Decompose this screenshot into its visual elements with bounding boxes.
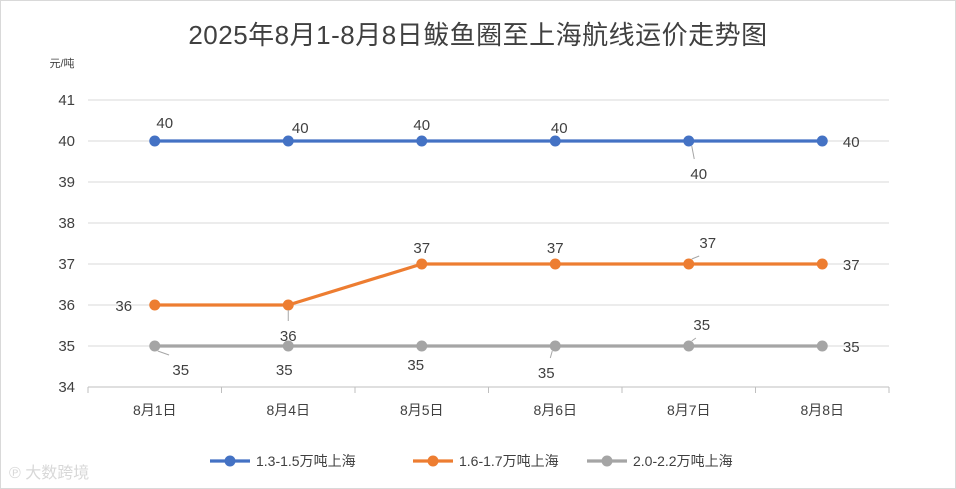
watermark-text: 大数跨境 [25,465,90,482]
data-label: 35 [276,362,293,379]
x-tick-label: 8月4日 [266,402,310,418]
y-tick-label: 40 [58,133,75,150]
x-tick-label: 8月1日 [133,402,177,418]
data-label: 37 [699,235,716,252]
data-label: 35 [538,365,555,382]
y-tick-label: 38 [58,215,75,232]
data-label: 36 [115,298,132,315]
data-label: 40 [292,120,309,137]
data-label: 40 [413,117,430,134]
data-label: 35 [172,362,189,379]
data-point [549,135,561,147]
data-point [683,135,695,147]
data-point [816,135,828,147]
data-label-leader [691,337,697,342]
y-axis-unit-label: 元/吨 [49,57,74,70]
watermark: ℗ 大数跨境 [9,459,89,483]
legend-label: 2.0-2.2万吨上海 [633,453,733,469]
y-tick-label: 41 [58,92,75,109]
data-point [549,258,561,270]
data-label-leader [691,255,700,260]
y-tick-label: 37 [58,256,75,273]
data-label: 35 [693,317,710,334]
series-line [154,262,823,307]
legend-marker [601,455,613,467]
data-label: 40 [690,166,707,183]
legend-label: 1.6-1.7万吨上海 [459,453,559,469]
data-label: 37 [547,240,564,257]
y-tick-label: 34 [58,379,75,396]
watermark-logo-icon: ℗ [9,465,21,482]
data-point [816,258,828,270]
chart-title: 2025年8月1-8月8日鲅鱼圈至上海航线运价走势图 [188,20,768,50]
data-point [416,135,428,147]
data-label: 36 [280,328,297,345]
y-tick-label: 35 [58,338,75,355]
data-label: 35 [407,357,424,374]
x-tick-label: 8月5日 [400,402,444,418]
legend-marker [224,455,236,467]
data-label: 37 [843,257,860,274]
data-label: 37 [413,240,430,257]
data-point [149,299,161,311]
data-point [683,340,695,352]
data-point [549,340,561,352]
x-tick-label: 8月8日 [800,402,844,418]
y-tick-label: 36 [58,297,75,314]
data-point [149,340,161,352]
data-label-leader [549,350,553,359]
data-point [149,135,161,147]
data-point [416,258,428,270]
data-point [282,340,294,352]
data-point [282,299,294,311]
data-label: 40 [551,120,568,137]
data-label: 40 [156,115,173,132]
data-point [282,135,294,147]
legend-label: 1.3-1.5万吨上海 [256,453,356,469]
data-point [816,340,828,352]
data-point [416,340,428,352]
y-tick-label: 39 [58,174,75,191]
data-label: 35 [843,339,860,356]
data-label-leader [691,145,695,160]
x-tick-label: 8月7日 [667,402,711,418]
legend-marker [427,455,439,467]
x-tick-label: 8月6日 [533,402,577,418]
data-label: 40 [843,134,860,151]
data-point [683,258,695,270]
data-label-leader [157,350,170,356]
